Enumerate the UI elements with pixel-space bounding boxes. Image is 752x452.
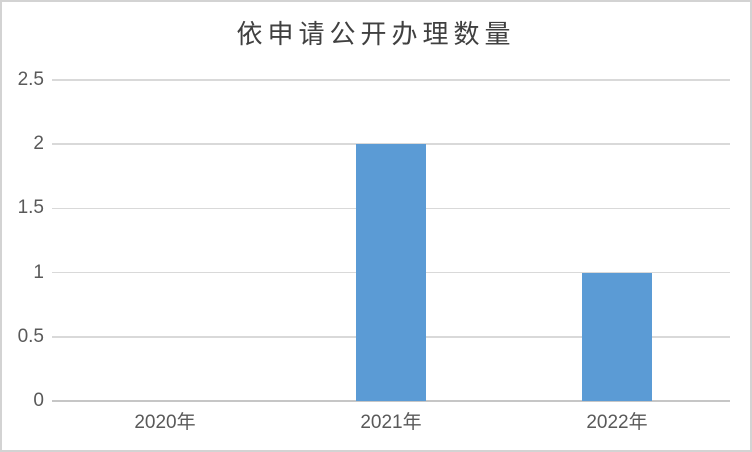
y-axis-label: 2 bbox=[33, 133, 44, 155]
x-axis-line bbox=[52, 400, 730, 402]
y-axis-label: 1 bbox=[33, 261, 44, 283]
bar-2022年 bbox=[582, 272, 652, 401]
y-axis-label: 0.5 bbox=[17, 325, 44, 347]
y-axis-label: 0 bbox=[33, 390, 44, 411]
x-axis-label: 2020年 bbox=[134, 412, 196, 433]
y-axis-label: 2.5 bbox=[17, 69, 44, 90]
x-axis-label: 2022年 bbox=[586, 412, 648, 433]
y-axis-label: 1.5 bbox=[17, 197, 44, 219]
bar-2021年 bbox=[356, 144, 426, 401]
x-axis-label: 2021年 bbox=[360, 412, 422, 433]
gridline bbox=[52, 79, 730, 81]
chart-title: 依申请公开办理数量 bbox=[236, 20, 516, 49]
